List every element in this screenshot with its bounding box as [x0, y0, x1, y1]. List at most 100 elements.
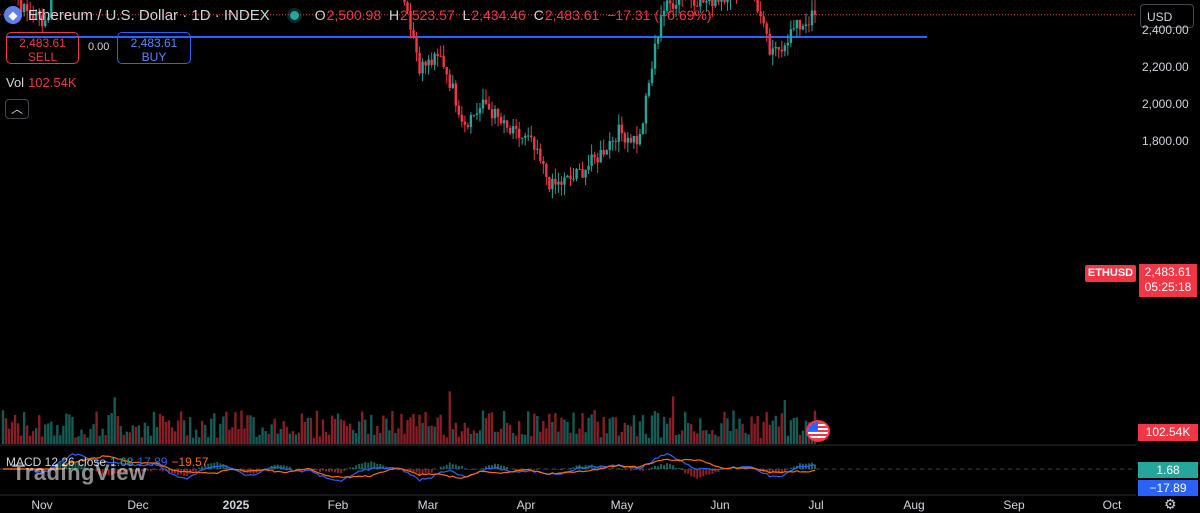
volume-bar [138, 425, 140, 444]
volume-bar [26, 425, 28, 444]
candle-body [488, 104, 490, 110]
macd-histogram-bar [557, 469, 559, 470]
volume-bar [587, 418, 589, 444]
candle-body [439, 56, 441, 57]
tradingview-logo: TradingView [12, 460, 147, 486]
volume-bar [443, 435, 445, 444]
volume-bar [280, 429, 282, 444]
volume-bar [476, 433, 478, 444]
volume-bar [47, 423, 49, 444]
candle-body [479, 108, 481, 113]
volume-bar [772, 421, 774, 444]
volume-bar [705, 430, 707, 444]
candle-body [645, 96, 647, 124]
macd-histogram-bar [539, 469, 541, 470]
volume-bar [479, 430, 481, 444]
volume-bar [590, 414, 592, 444]
volume-bar [168, 420, 170, 444]
volume-bar [452, 429, 454, 444]
macd-histogram-bar [253, 469, 255, 474]
candle-body [524, 136, 526, 138]
candle-body [636, 136, 638, 144]
candle-body [654, 44, 656, 69]
candle-body [621, 125, 623, 134]
candle-body [473, 115, 475, 116]
symbol-title[interactable]: Ethereum / U.S. Dollar · 1D · INDEX [28, 7, 270, 24]
ethereum-icon: ◆ [4, 6, 22, 24]
volume-bar [340, 419, 342, 444]
macd-histogram-bar [684, 469, 686, 473]
volume-bar [38, 415, 40, 444]
macd-histogram-bar [533, 469, 535, 470]
volume-bar [379, 433, 381, 444]
sell-button[interactable]: 2,483.61 SELL [6, 32, 79, 64]
macd-histogram-bar [349, 467, 351, 469]
volume-bar [295, 435, 297, 444]
macd-histogram-bar [364, 462, 366, 469]
macd-histogram-bar [693, 469, 695, 477]
us-flag-icon[interactable] [806, 420, 830, 442]
market-status-dot [290, 11, 299, 20]
candle-body [418, 53, 420, 74]
volume-bar [95, 412, 97, 444]
volume-bar [575, 434, 577, 444]
volume-bar [548, 414, 550, 444]
macd-histogram-bar [174, 469, 176, 473]
macd-histogram-bar [340, 469, 342, 473]
volume-bar [769, 425, 771, 444]
volume-bar [322, 419, 324, 444]
volume-bar [403, 434, 405, 444]
volume-bar [267, 434, 269, 444]
ohlc-low: 2,434.46 [471, 7, 526, 23]
macd-histogram-bar [446, 465, 448, 469]
volume-bar [53, 435, 55, 444]
volume-bar [35, 428, 37, 444]
volume-bar [177, 421, 179, 444]
candle-body [702, 0, 704, 2]
candle-body [772, 48, 774, 54]
volume-bar [732, 410, 734, 444]
volume-bar [159, 414, 161, 444]
settings-gear-icon[interactable]: ⚙ [1164, 496, 1177, 513]
volume-bar [802, 430, 804, 444]
macd-histogram-bar [642, 469, 644, 471]
candle-body [512, 126, 514, 133]
volume-bar [276, 433, 278, 444]
macd-histogram-bar [292, 469, 294, 470]
macd-histogram-bar [476, 469, 478, 470]
macd-signal-tag: −17.89 [1138, 480, 1198, 496]
macd-histogram-bar [566, 469, 568, 470]
volume-bar [720, 423, 722, 444]
macd-histogram-bar [606, 469, 608, 470]
volume-bar [799, 435, 801, 444]
volume-bar [135, 427, 137, 444]
volume-bar [98, 436, 100, 444]
candle-body [455, 83, 457, 105]
collapse-legend-button[interactable]: ︿ [5, 99, 29, 119]
candle-body [708, 0, 710, 1]
macd-histogram-bar [612, 467, 614, 469]
macd-histogram-bar [663, 465, 665, 469]
macd-histogram-bar [609, 469, 611, 470]
candle-body [509, 128, 511, 133]
macd-histogram-bar [554, 469, 556, 470]
volume-bar [120, 426, 122, 444]
macd-histogram-bar [687, 469, 689, 474]
buy-button[interactable]: 2,483.61 BUY [117, 32, 191, 64]
candle-body [669, 0, 671, 3]
volume-bar [222, 416, 224, 444]
volume-bar [219, 424, 221, 444]
macd-histogram-bar [630, 469, 632, 471]
volume-bar [310, 418, 312, 444]
macd-histogram-bar [455, 465, 457, 469]
volume-bar [301, 414, 303, 444]
macd-histogram-bar [419, 469, 421, 474]
volume-bar [684, 412, 686, 444]
volume-bar [14, 415, 16, 444]
volume-bar [298, 433, 300, 444]
ohlc-high-key: H [389, 7, 399, 23]
macd-histogram-bar [624, 469, 626, 470]
candle-body [542, 161, 544, 164]
macd-histogram-bar [482, 468, 484, 469]
